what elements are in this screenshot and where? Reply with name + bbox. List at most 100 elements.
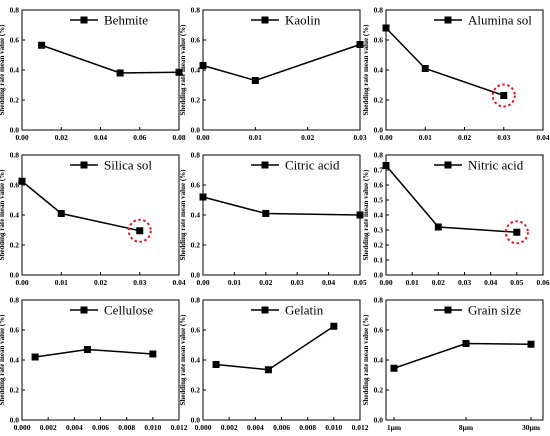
y-tick-label: 0.6 — [10, 326, 20, 335]
data-point — [212, 361, 220, 368]
x-tick-label: 0.008 — [299, 423, 316, 432]
legend-label: Kaolin — [285, 13, 321, 28]
chart-panel-9: 0.0 0.2 0.4 0.6 0.8 1μm 8μm 30μm Shedding rate m… — [362, 296, 544, 432]
y-tick-label: 0.0 — [374, 416, 384, 425]
data-point — [199, 62, 207, 69]
x-tick-label: 0.00 — [15, 133, 28, 142]
data-point — [390, 364, 398, 372]
y-tick-label: 0.8 — [10, 151, 20, 160]
x-tick-label: 0.04 — [94, 133, 107, 142]
y-tick-label: 0.2 — [10, 241, 20, 250]
highlight-circle — [127, 218, 152, 243]
plot-frame — [385, 9, 544, 131]
plot-frame — [21, 299, 180, 421]
data-point — [262, 210, 270, 217]
plot-frame — [385, 154, 544, 276]
x-tick-label: 0.04 — [484, 278, 497, 287]
x-tick-label: 0.05 — [353, 278, 366, 287]
y-axis-label: Shedding rate mean value (%) — [179, 169, 187, 261]
legend-label: Nitric acid — [468, 158, 524, 173]
x-tick-label: 1μm — [387, 423, 402, 432]
data-point — [136, 227, 144, 235]
y-axis-label: Shedding rate mean value (%) — [0, 169, 6, 261]
chart-panel-6: 0.0 0.1 0.2 0.3 0.4 0.5 0.6 0.7 0.8 0.00 0.01 0.02 0… — [362, 151, 550, 288]
y-tick-label: 0.8 — [374, 6, 384, 15]
x-tick-label: 0.06 — [536, 278, 549, 287]
y-tick-label: 0.4 — [10, 356, 20, 365]
legend-marker — [80, 161, 88, 169]
y-tick-label: 0.8 — [191, 151, 201, 160]
y-tick-label: 0.6 — [10, 36, 20, 45]
y-tick-label: 0.0 — [191, 271, 201, 280]
legend-label: Behmite — [104, 13, 148, 28]
x-tick-label: 0.01 — [228, 278, 241, 287]
y-tick-label: 0.6 — [10, 181, 20, 190]
y-tick-label: 0.6 — [374, 181, 384, 190]
chart-panel-2: 0.0 0.2 0.4 0.6 0.8 0.00 0.01 0.02 0.03 Shedding … — [179, 6, 367, 143]
legend-marker — [261, 306, 269, 314]
data-point — [330, 322, 338, 330]
y-tick-label: 0.4 — [374, 66, 384, 75]
y-tick-label: 0.0 — [10, 416, 20, 425]
x-tick-label: 0.03 — [497, 133, 510, 142]
x-tick-label: 0.06 — [133, 133, 146, 142]
y-tick-label: 0.8 — [10, 296, 20, 305]
chart-panel-1: 0.0 0.2 0.4 0.6 0.8 0.00 0.02 0.04 0.06 0.08 Shedd… — [0, 6, 186, 143]
legend-marker — [80, 306, 88, 314]
x-tick-label: 0.012 — [171, 423, 188, 432]
y-tick-label: 0.1 — [374, 256, 384, 265]
series-line — [34, 348, 153, 358]
x-tick-label: 0.03 — [133, 278, 146, 287]
series-line — [21, 180, 140, 232]
x-tick-label: 0.004 — [247, 423, 264, 432]
series-line — [41, 44, 180, 74]
data-point — [382, 24, 390, 32]
y-axis-label: Shedding rate mean value (%) — [179, 314, 187, 406]
x-tick-label: 0.010 — [325, 423, 342, 432]
y-tick-label: 0.3 — [374, 226, 384, 235]
y-tick-label: 0.6 — [374, 326, 384, 335]
x-tick-label: 0.006 — [273, 423, 290, 432]
legend-marker — [444, 16, 452, 24]
x-tick-label: 0.012 — [352, 423, 369, 432]
x-tick-label: 0.008 — [118, 423, 135, 432]
chart-panel-7: 0.0 0.2 0.4 0.6 0.8 0.000 0.002 0.004 0.006 0.008… — [0, 296, 188, 433]
x-tick-label: 0.002 — [40, 423, 57, 432]
x-tick-label: 0.03 — [291, 278, 304, 287]
y-tick-label: 0.8 — [191, 6, 201, 15]
chart-panel-3: 0.0 0.2 0.4 0.6 0.8 0.00 0.01 0.02 0.03 0.04 Shedd… — [362, 6, 550, 143]
x-tick-label: 0.004 — [66, 423, 83, 432]
y-tick-label: 0.2 — [191, 386, 201, 395]
legend-label: Cellulose — [104, 303, 153, 318]
x-tick-label: 0.03 — [353, 133, 366, 142]
x-tick-label: 0.000 — [14, 423, 31, 432]
series-line — [385, 165, 517, 233]
y-tick-label: 0.2 — [191, 96, 201, 105]
y-tick-label: 0.4 — [374, 211, 384, 220]
data-point — [18, 177, 26, 185]
x-tick-label: 0.02 — [432, 278, 445, 287]
data-point — [513, 228, 521, 236]
y-tick-label: 0.0 — [191, 126, 201, 135]
data-point — [462, 340, 470, 347]
data-point — [264, 366, 272, 374]
x-tick-label: 0.02 — [301, 133, 314, 142]
data-point — [83, 346, 91, 353]
y-axis-label: Shedding rate mean value (%) — [179, 24, 187, 116]
data-point — [175, 68, 183, 76]
x-tick-label: 0.03 — [458, 278, 471, 287]
y-tick-label: 0.5 — [374, 196, 384, 205]
x-tick-label: 0.04 — [536, 133, 549, 142]
chart-panel-5: 0.0 0.2 0.4 0.6 0.8 0.00 0.01 0.02 0.03 0.04 0.05 S… — [179, 151, 367, 288]
y-tick-label: 0.8 — [374, 151, 384, 160]
y-tick-label: 0.8 — [191, 296, 201, 305]
plot-frame — [385, 299, 544, 421]
x-tick-label: 0.000 — [195, 423, 212, 432]
x-tick-label: 0.00 — [379, 278, 392, 287]
data-point — [199, 193, 207, 201]
x-tick-label: 0.02 — [458, 133, 471, 142]
x-tick-label: 0.05 — [510, 278, 523, 287]
series-line — [202, 196, 361, 216]
legend-label: Gelatin — [285, 303, 324, 318]
y-tick-label: 0.0 — [374, 271, 384, 280]
